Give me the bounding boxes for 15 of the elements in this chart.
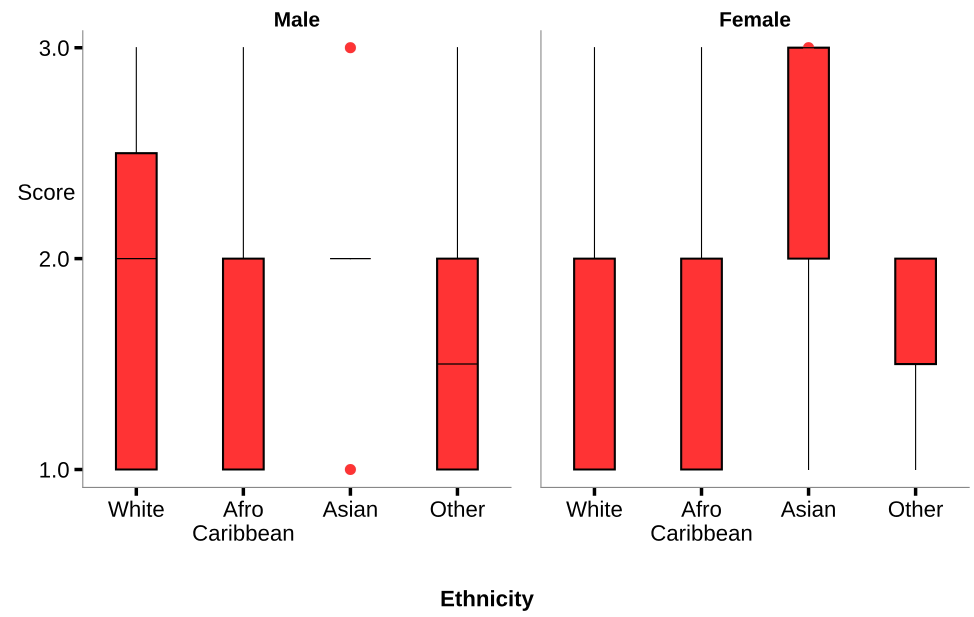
x-tick-label: Afro Caribbean [651, 500, 752, 541]
x-tick-label: White [108, 500, 164, 517]
x-axis-title: Ethnicity [442, 590, 534, 611]
x-tick-label: Afro Caribbean [193, 500, 294, 541]
x-tick-label: Other [888, 500, 944, 517]
x-tick-label: Asian [322, 500, 377, 517]
x-tick-label: Asian [780, 500, 835, 517]
y-tick-label: 3.0 [40, 40, 69, 56]
chart-title: Male [275, 11, 320, 27]
x-tick-label: White [566, 500, 622, 517]
chart-title: Female [720, 11, 790, 27]
x-tick-label: Other [430, 500, 485, 517]
y-axis-title: Score [18, 184, 74, 200]
y-tick-label: 1.0 [40, 462, 69, 478]
y-tick-label: 2.0 [40, 251, 69, 267]
